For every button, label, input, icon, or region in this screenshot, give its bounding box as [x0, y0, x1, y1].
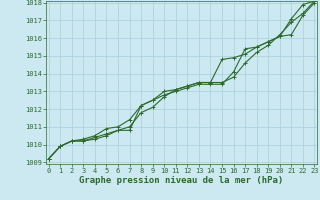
X-axis label: Graphe pression niveau de la mer (hPa): Graphe pression niveau de la mer (hPa) [79, 176, 284, 185]
